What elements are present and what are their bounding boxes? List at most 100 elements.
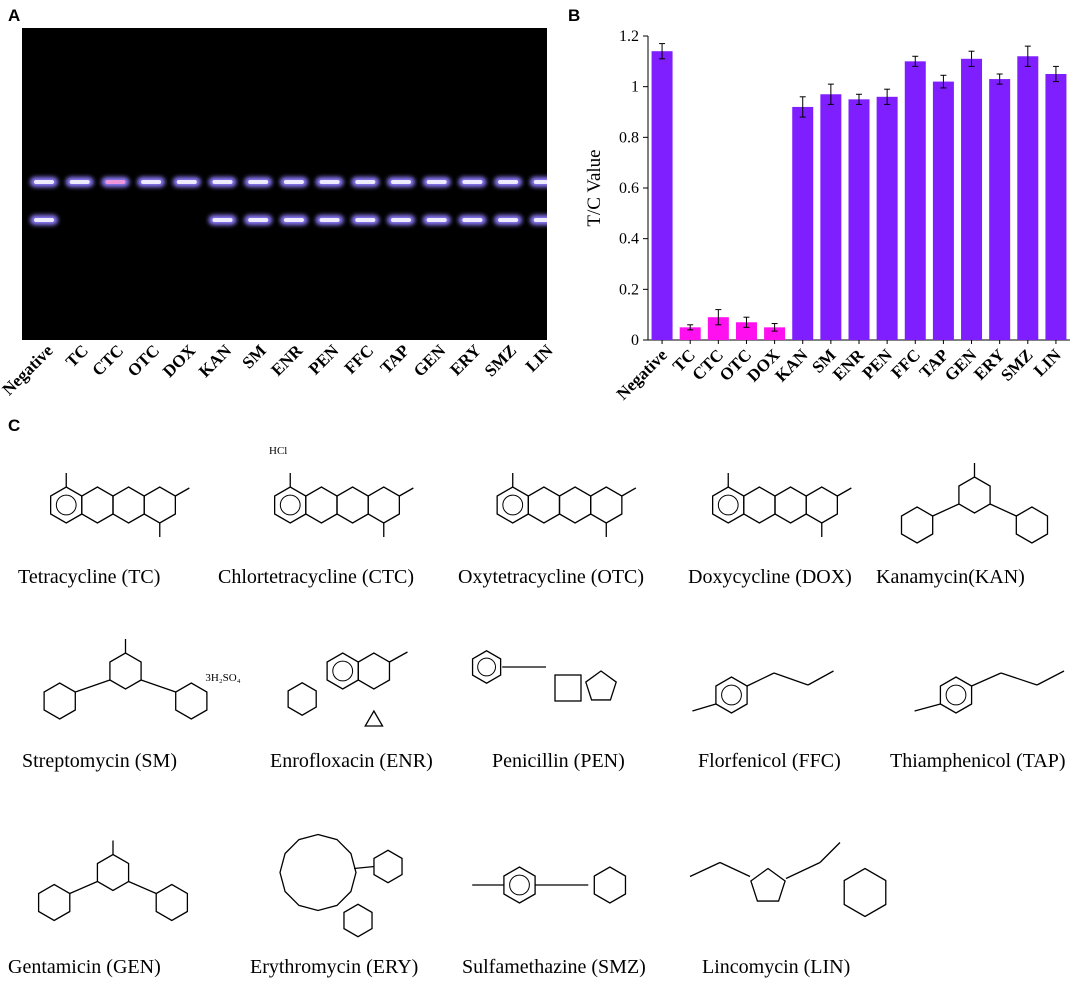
gel-lane [279, 177, 308, 225]
gel-bands [30, 177, 558, 225]
structure-drawing [680, 815, 945, 950]
bar [820, 94, 842, 341]
gel-lane-label: TAP [376, 340, 414, 378]
tc-bar-chart: 00.20.40.60.811.2T/C ValueNegativeTCCTCO… [584, 28, 1070, 404]
bar [932, 81, 954, 340]
gel-lane [351, 177, 380, 225]
test-band [30, 215, 58, 225]
bar [792, 106, 814, 340]
bar [735, 322, 757, 340]
error-bar [912, 55, 919, 67]
structure-name: Chlortetracycline (CTC) [218, 566, 415, 588]
test-band [494, 215, 523, 225]
error-bar [856, 93, 862, 105]
structure-name: Oxytetracycline (OTC) [458, 566, 645, 588]
y-tick-label: 0 [631, 332, 639, 349]
x-tick-label: FFC [887, 345, 924, 382]
gel-lane-label: Negative [0, 340, 57, 400]
test-band [315, 215, 344, 225]
control-band [30, 177, 58, 187]
error-bar [715, 309, 722, 326]
bar [989, 79, 1011, 341]
gel-lane [101, 177, 130, 187]
test-band [351, 215, 380, 225]
gel-lane-label: FFC [340, 340, 378, 378]
bar [651, 51, 673, 340]
y-tick-label: 1.2 [619, 28, 639, 45]
structure-drawing [455, 835, 670, 935]
gel-lane [315, 177, 344, 225]
error-bar [940, 74, 947, 89]
structure-drawing [465, 622, 645, 740]
y-tick-label: 1 [631, 79, 639, 96]
bar [679, 327, 701, 340]
control-band [137, 177, 166, 187]
bar [961, 58, 983, 341]
structure-name: Thiamphenicol (TAP) [890, 750, 1066, 772]
gel-lane-label: ERY [446, 340, 486, 380]
test-band [387, 215, 415, 225]
structure-drawing: 3H₂SO₄ [8, 622, 243, 740]
structure-name: Penicillin (PEN) [492, 750, 625, 772]
control-band [65, 177, 94, 187]
structure-drawing [680, 440, 870, 570]
bar [707, 317, 729, 340]
error-bar [996, 73, 1003, 85]
structure-name: Doxycycline (DOX) [688, 566, 852, 588]
structure-drawing [8, 815, 218, 950]
gel-lane [458, 177, 487, 225]
gel-lane [172, 177, 201, 187]
y-tick-label: 0.4 [619, 231, 639, 248]
gel-lane-label: KAN [194, 340, 235, 382]
y-axis-label: T/C Value [584, 149, 605, 226]
structure-drawing [893, 622, 1073, 740]
structure-drawing [872, 440, 1077, 570]
x-tick-label: PEN [858, 345, 896, 383]
control-band [101, 177, 130, 187]
structure-annotation: 3H₂SO₄ [205, 672, 240, 684]
gel-lane [422, 177, 451, 225]
bar [1045, 74, 1067, 340]
structure-drawing [452, 440, 667, 570]
x-tick-label: Negative [613, 345, 671, 403]
y-tick-label: 0.6 [619, 180, 639, 197]
structure-drawing [265, 622, 450, 740]
gel-lane-label: SMZ [480, 340, 521, 381]
gel-lane [387, 177, 415, 225]
y-tick-label: 0.2 [619, 281, 639, 298]
structure-annotation: HCl [269, 445, 287, 457]
error-bar [687, 324, 694, 331]
control-band [315, 177, 344, 187]
bar [764, 327, 786, 340]
error-bar [884, 88, 891, 105]
gel-image [22, 28, 558, 340]
structure-name: Enrofloxacin (ENR) [270, 750, 433, 772]
bar [1017, 56, 1039, 341]
structure-drawing [672, 622, 842, 740]
test-band [529, 215, 558, 225]
error-bar [968, 50, 975, 67]
structure-name: Erythromycin (ERY) [250, 956, 419, 978]
gel-lane [65, 177, 94, 187]
x-tick-label: KAN [771, 345, 812, 386]
gel-lane [137, 177, 166, 187]
gel-lane-label: PEN [304, 340, 342, 379]
test-band [208, 215, 237, 225]
structure-name: Tetracycline (TC) [18, 566, 161, 588]
panel-label-a: A [8, 6, 21, 25]
gel-lane-label: DOX [158, 340, 199, 382]
gel-lane-label: OTC [123, 340, 164, 381]
gel-lane [244, 177, 273, 225]
gel-lane [30, 177, 58, 225]
error-bar [1024, 45, 1031, 67]
structure-name: Lincomycin (LIN) [702, 956, 851, 978]
control-band [494, 177, 523, 187]
gel-lane-label: ENR [267, 340, 307, 380]
control-band [244, 177, 273, 187]
structure-name: Gentamicin (GEN) [8, 956, 161, 978]
gel-lane [494, 177, 523, 225]
control-band [529, 177, 558, 187]
gel-lane-label: CTC [88, 340, 128, 380]
structure-name: Streptomycin (SM) [22, 750, 177, 772]
panel-label-b: B [568, 6, 581, 25]
